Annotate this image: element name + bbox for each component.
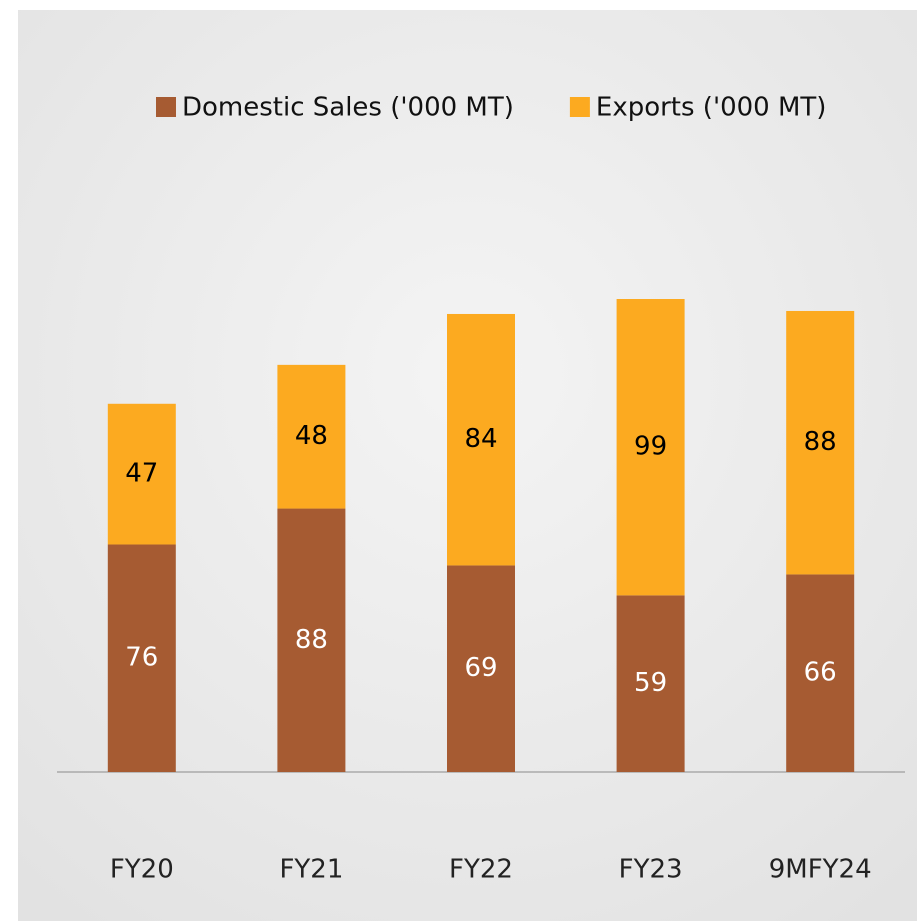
data-label: 48: [295, 421, 328, 451]
legend-swatch: [156, 97, 176, 117]
x-tick-label: 9MFY24: [769, 855, 872, 885]
legend-swatch: [569, 97, 590, 117]
x-tick-label: FY21: [279, 855, 343, 885]
bar-segment: [447, 313, 515, 566]
legend-label: Domestic Sales ('000 MT): [182, 93, 514, 123]
bar-segment: [277, 508, 346, 772]
bar-segment: [786, 310, 855, 575]
data-label: 66: [804, 658, 837, 688]
data-label: 69: [464, 653, 497, 683]
bar-segment: [616, 299, 685, 596]
x-tick-label: FY23: [619, 855, 683, 885]
bar-segment: [277, 364, 346, 509]
legend-label: Exports ('000 MT): [596, 93, 827, 123]
x-tick-label: FY22: [449, 855, 513, 885]
data-label: 88: [295, 625, 328, 655]
data-label: 76: [125, 643, 158, 673]
bar-segment: [107, 544, 176, 772]
bar-segment: [786, 574, 855, 772]
bar-segment: [616, 595, 685, 772]
data-label: 47: [125, 459, 158, 489]
x-tick-label: FY20: [110, 855, 174, 885]
data-label: 59: [634, 668, 667, 698]
bar-segment: [107, 403, 176, 545]
data-label: 88: [804, 427, 837, 457]
data-label: 84: [464, 424, 497, 454]
data-label: 99: [634, 432, 667, 462]
bar-segment: [447, 565, 515, 772]
